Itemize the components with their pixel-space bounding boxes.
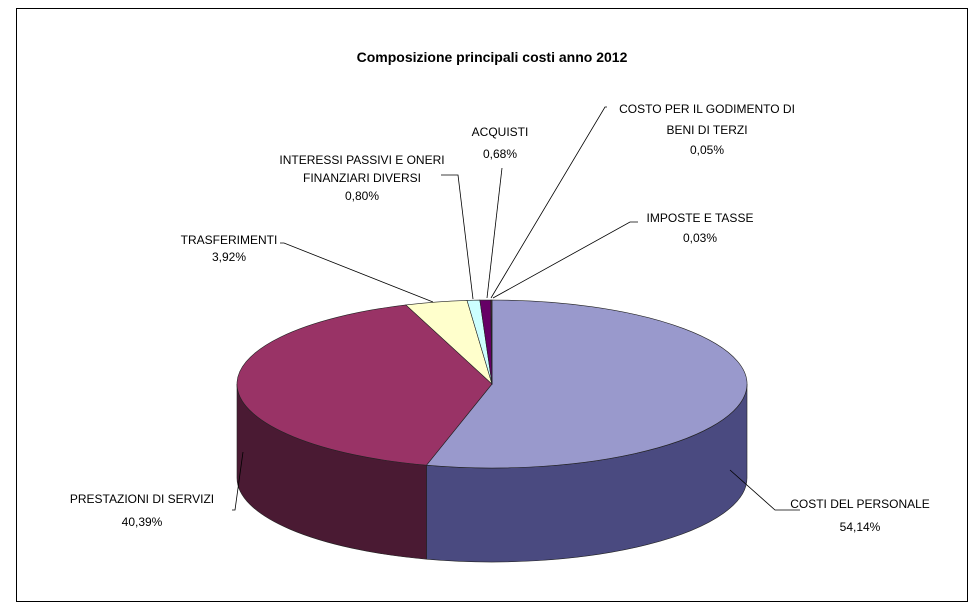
leader-line-acquisti xyxy=(486,167,503,299)
leader-line-interessi-passivi-e-oneri-finanziari-diversi xyxy=(441,174,474,300)
leader-line-costo-per-il-godimento-di-beni-di-terzi xyxy=(490,106,607,299)
slice-label-acquisti: ACQUISTI xyxy=(472,125,529,139)
slice-percent-costi-del-personale: 54,14% xyxy=(840,520,881,534)
slice-percent-acquisti: 0,68% xyxy=(483,147,517,161)
slice-label-interessi-passivi-e-oneri-finanziari-diversi: INTERESSI PASSIVI E ONERI xyxy=(279,153,444,167)
slice-percent-imposte-e-tasse: 0,03% xyxy=(683,231,717,245)
slice-label-imposte-e-tasse: IMPOSTE E TASSE xyxy=(647,211,754,225)
leader-line-prestazioni-di-servizi xyxy=(232,451,244,511)
slice-label-costo-per-il-godimento-di-beni-di-terzi: BENI DI TERZI xyxy=(666,123,747,137)
leader-line-costi-del-personale xyxy=(729,469,800,511)
slice-percent-interessi-passivi-e-oneri-finanziari-diversi: 0,80% xyxy=(345,189,379,203)
slice-percent-trasferimenti: 3,92% xyxy=(212,250,246,264)
slice-percent-costo-per-il-godimento-di-beni-di-terzi: 0,05% xyxy=(690,143,724,157)
leader-line-trasferimenti xyxy=(280,242,434,303)
slice-label-costo-per-il-godimento-di-beni-di-terzi: COSTO PER IL GODIMENTO DI xyxy=(619,102,795,116)
chart-title: Composizione principali costi anno 2012 xyxy=(357,49,628,65)
pie-slice-prestazioni-di-servizi xyxy=(236,304,493,466)
slice-label-trasferimenti: TRASFERIMENTI xyxy=(181,233,278,247)
slice-label-interessi-passivi-e-oneri-finanziari-diversi: FINANZIARI DIVERSI xyxy=(303,171,421,185)
leader-line-imposte-e-tasse xyxy=(492,221,638,299)
slice-percent-prestazioni-di-servizi: 40,39% xyxy=(122,515,163,529)
slice-label-costi-del-personale: COSTI DEL PERSONALE xyxy=(790,497,930,511)
pie-slice-costi-del-personale xyxy=(425,299,748,469)
slice-label-prestazioni-di-servizi: PRESTAZIONI DI SERVIZI xyxy=(70,492,214,506)
